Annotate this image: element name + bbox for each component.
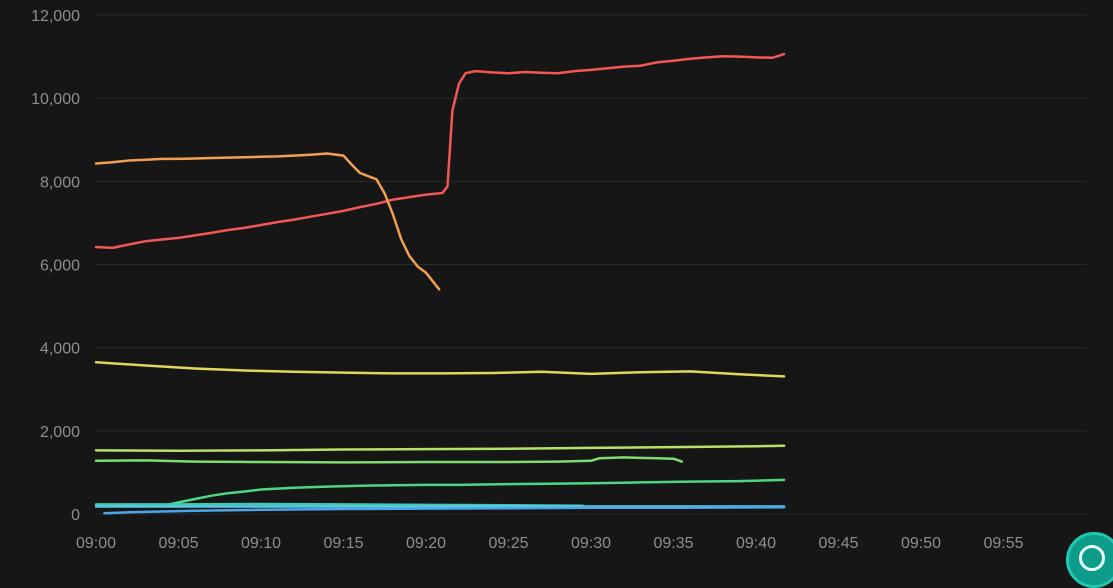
x-tick-label: 09:15 [323,535,363,552]
x-tick-label: 09:00 [76,535,116,552]
series-line-5 [94,456,684,464]
series-lines [94,52,786,515]
x-tick-label: 09:35 [653,535,693,552]
series-line-9 [103,506,786,515]
x-tick-label: 09:45 [818,535,858,552]
x-tick-label: 09:20 [406,535,446,552]
y-tick-label: 8,000 [40,174,80,191]
series-line-1 [94,52,786,250]
x-tick-label: 09:30 [571,535,611,552]
x-tick-label: 09:10 [241,535,281,552]
series-line-2 [94,152,441,291]
x-tick-label: 09:25 [488,535,528,552]
series-line-4 [94,444,786,453]
y-tick-label: 0 [71,507,80,524]
help-chat-button[interactable] [1066,532,1113,588]
series-line-6 [165,478,786,507]
grid [96,14,1086,515]
y-tick-label: 2,000 [40,424,80,441]
x-tick-label: 09:50 [901,535,941,552]
x-tick-label: 09:55 [983,535,1023,552]
x-tick-label: 09:40 [736,535,776,552]
y-tick-label: 6,000 [40,258,80,275]
x-axis-tick-labels: 09:00 09:05 09:10 09:15 09:20 09:25 09:30 09:35… [76,535,1095,552]
x-tick-label: 09:05 [158,535,198,552]
series-line-3 [94,360,786,378]
y-tick-label: 10,000 [31,91,80,108]
y-tick-label: 4,000 [40,341,80,358]
help-chat-icon [1079,545,1105,571]
y-tick-label: 12,000 [31,8,80,25]
y-axis-tick-labels: 0 2,000 4,000 6,000 8,000 10,000 12,000 [31,8,80,524]
